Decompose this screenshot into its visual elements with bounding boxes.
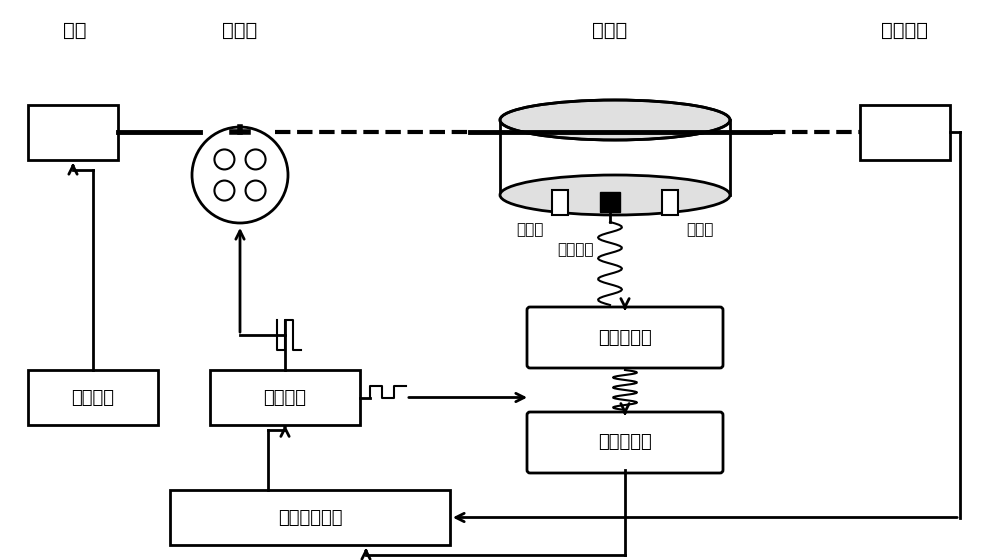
Text: 光源控制: 光源控制	[72, 389, 114, 407]
FancyBboxPatch shape	[527, 307, 723, 368]
Text: 光源: 光源	[63, 21, 87, 40]
Bar	[170, 490, 450, 545]
Bar	[552, 190, 568, 215]
Text: 出气口: 出气口	[686, 222, 714, 237]
Text: 锁相放大器: 锁相放大器	[598, 433, 652, 451]
Text: 光声池: 光声池	[592, 21, 628, 40]
Bar	[210, 370, 360, 425]
Circle shape	[192, 127, 288, 223]
Bar	[600, 192, 620, 212]
Circle shape	[246, 150, 266, 170]
Bar	[28, 105, 118, 160]
Circle shape	[214, 150, 234, 170]
Bar	[860, 105, 950, 160]
Text: 光声信号: 光声信号	[557, 242, 593, 258]
Circle shape	[214, 180, 234, 200]
Ellipse shape	[500, 100, 730, 140]
Bar	[28, 370, 158, 425]
Bar	[500, 120, 730, 195]
Text: 前置放大器: 前置放大器	[598, 329, 652, 347]
Text: 进气口: 进气口	[516, 222, 544, 237]
Text: 斩波器: 斩波器	[222, 21, 258, 40]
Ellipse shape	[500, 175, 730, 215]
Text: 数字信号处理: 数字信号处理	[278, 508, 342, 526]
Text: 调制频率: 调制频率	[264, 389, 306, 407]
Circle shape	[246, 180, 266, 200]
Bar	[662, 190, 678, 215]
FancyBboxPatch shape	[527, 412, 723, 473]
Text: 光功率计: 光功率计	[882, 21, 928, 40]
